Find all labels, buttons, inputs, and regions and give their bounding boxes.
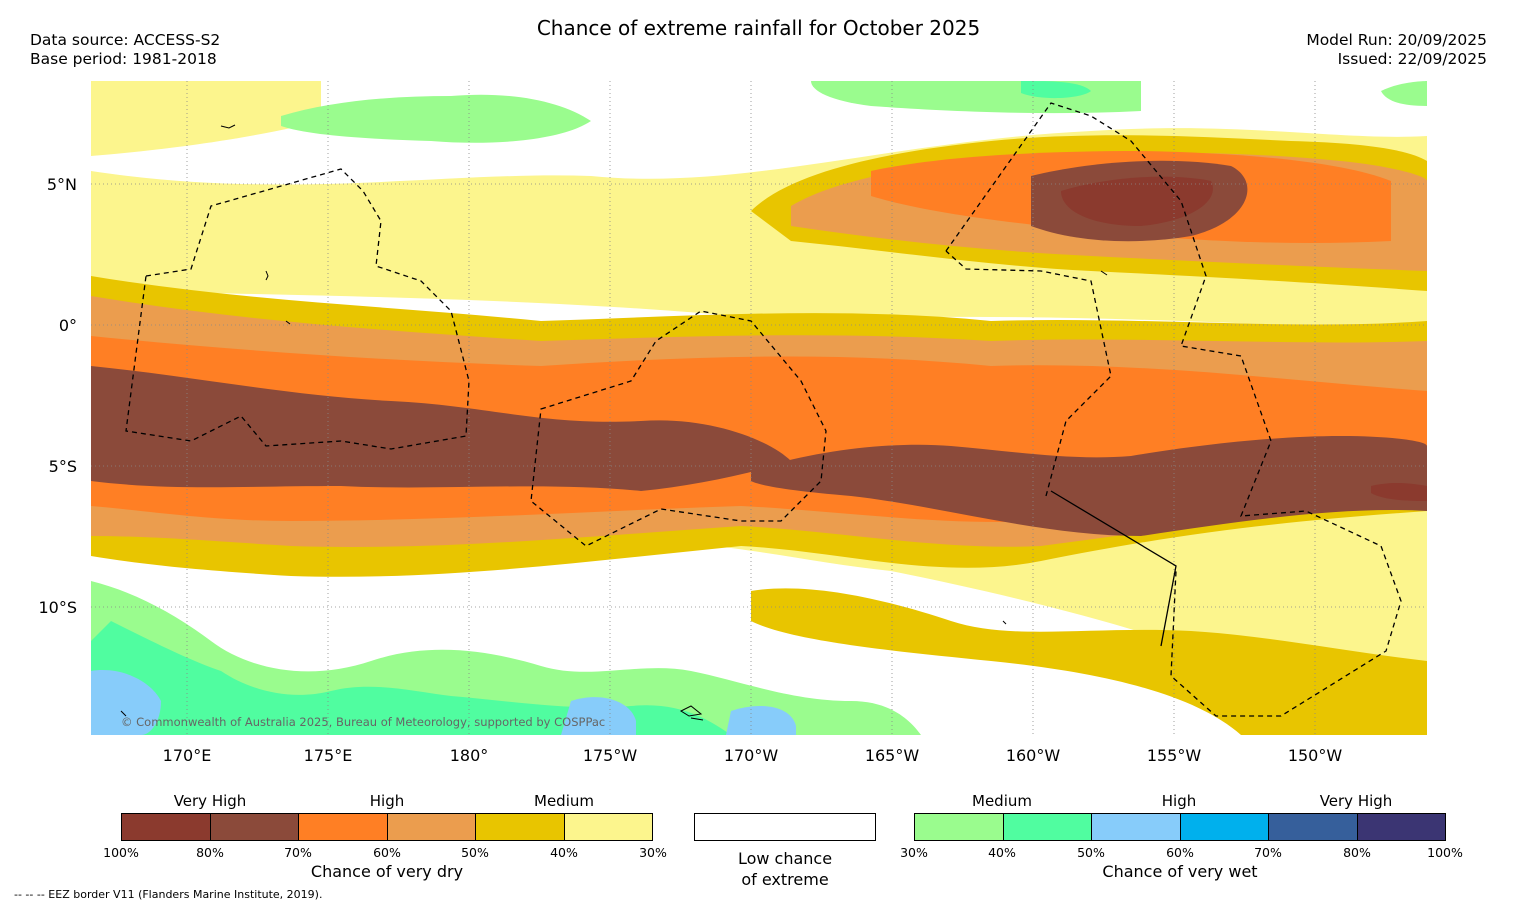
lon-label-155w: 155°W — [1146, 746, 1202, 765]
wet-50-south-b — [561, 697, 636, 735]
wet-tick-70: 70% — [1254, 845, 1282, 860]
wet-swatch-6 — [1357, 814, 1445, 840]
lon-label-175w: 175°W — [582, 746, 638, 765]
dry-tick-80: 80% — [196, 845, 224, 860]
copyright-credit: © Commonwealth of Australia 2025, Bureau… — [121, 715, 606, 729]
wet-swatch-5 — [1269, 814, 1358, 840]
lon-label-175e: 175°E — [303, 746, 353, 765]
wet-tick-40: 40% — [988, 845, 1016, 860]
lat-label-5n: 5°N — [46, 175, 77, 194]
eez-footnote: -- -- -- EEZ border V11 (Flanders Marine… — [14, 888, 323, 901]
neutral-swatch — [694, 813, 876, 841]
wet-swatch-3 — [1092, 814, 1181, 840]
dry-70-band-east — [751, 436, 1427, 536]
rainfall-map-canvas — [91, 81, 1427, 735]
lat-label-0: 0° — [58, 316, 77, 335]
dry-colorbar — [121, 813, 653, 841]
dry-tick-70: 70% — [284, 845, 312, 860]
wet-tick-80: 80% — [1343, 845, 1371, 860]
wet-30-north — [281, 94, 591, 143]
wet-tick-30: 30% — [900, 845, 928, 860]
model-run-label: Model Run: 20/09/2025 — [1306, 31, 1487, 49]
wet-30-north-far-east — [1381, 81, 1427, 106]
dry-tick-30: 30% — [639, 845, 667, 860]
wet-50-south-a — [91, 670, 161, 735]
lon-label-165w: 165°W — [864, 746, 920, 765]
wet-legend-header-very-high: Very High — [1319, 792, 1393, 810]
data-source-info: Data source: ACCESS-S2 Base period: 1981… — [30, 31, 220, 69]
eez-phoenix — [945, 250, 1112, 497]
rainfall-map: © Commonwealth of Australia 2025, Bureau… — [91, 81, 1427, 735]
lon-label-160w: 160°W — [1005, 746, 1061, 765]
dry-40-south-patch — [751, 588, 1427, 735]
lat-label-5s: 5°S — [48, 457, 77, 476]
dry-tick-40: 40% — [550, 845, 578, 860]
wet-colorbar — [914, 813, 1446, 841]
wet-legend-header-medium: Medium — [972, 792, 1032, 810]
dry-80-east-patch — [1371, 482, 1427, 501]
data-source-label: Data source: ACCESS-S2 — [30, 31, 221, 49]
wet-tick-100: 100% — [1427, 845, 1463, 860]
dry-swatch-3 — [299, 814, 388, 840]
wet-swatch-1 — [915, 814, 1004, 840]
lon-label-180: 180° — [449, 746, 489, 765]
dry-swatch-6 — [564, 814, 652, 840]
wet-legend-title: Chance of very wet — [1102, 862, 1258, 881]
neutral-legend-line1: Low chance — [737, 849, 833, 868]
dry-30-topleft — [91, 81, 321, 156]
dry-swatch-2 — [210, 814, 299, 840]
base-period-label: Base period: 1981-2018 — [30, 50, 217, 68]
lat-label-10s: 10°S — [38, 598, 77, 617]
wet-legend-header-high: High — [1161, 792, 1197, 810]
issued-label: Issued: 22/09/2025 — [1337, 50, 1487, 68]
dry-tick-50: 50% — [461, 845, 489, 860]
dry-legend-header-medium: Medium — [534, 792, 594, 810]
dry-70-band-west — [91, 366, 791, 491]
eez-borders — [125, 102, 1402, 717]
dry-swatch-1 — [122, 814, 211, 840]
wet-tick-50: 50% — [1077, 845, 1105, 860]
eez-kiribati-line — [945, 102, 1402, 717]
dry-legend-title: Chance of very dry — [310, 862, 464, 881]
dry-legend-header-high: High — [369, 792, 405, 810]
dry-80-north-patch — [1061, 176, 1213, 226]
dry-tick-100: 100% — [103, 845, 139, 860]
wet-swatch-4 — [1180, 814, 1269, 840]
dry-legend-header-very-high: Very High — [173, 792, 247, 810]
eez-tokelau — [530, 310, 827, 547]
dry-swatch-5 — [476, 814, 565, 840]
model-run-info: Model Run: 20/09/2025 Issued: 22/09/2025 — [1306, 31, 1487, 69]
dry-swatch-4 — [387, 814, 476, 840]
dry-tick-60: 60% — [373, 845, 401, 860]
islands — [120, 124, 1108, 721]
lon-label-170w: 170°W — [723, 746, 779, 765]
wet-swatch-2 — [1003, 814, 1092, 840]
chart-title: Chance of extreme rainfall for October 2… — [536, 16, 981, 40]
lon-label-150w: 150°W — [1287, 746, 1343, 765]
gridlines — [91, 81, 1427, 735]
neutral-legend-label: Low chance of extreme — [694, 848, 876, 890]
neutral-legend-line2: of extreme — [741, 870, 829, 889]
lon-label-170e: 170°E — [162, 746, 212, 765]
solid-boundary — [1050, 490, 1177, 647]
wet-40-south — [91, 621, 731, 735]
wet-tick-60: 60% — [1166, 845, 1194, 860]
wet-50-south-c — [726, 706, 796, 735]
wet-40-north — [1021, 81, 1091, 99]
